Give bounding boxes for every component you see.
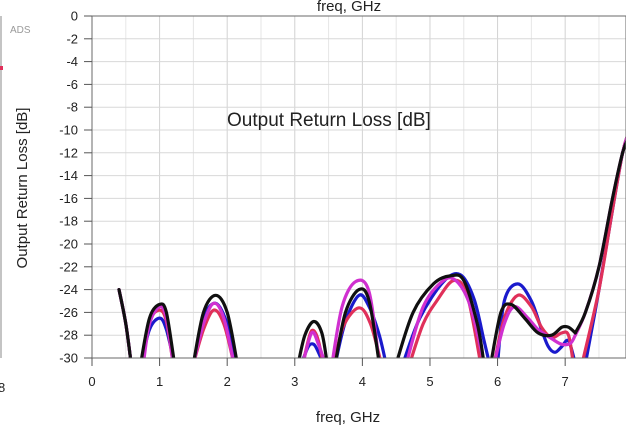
y-tick-label: -14 [59, 168, 78, 183]
y-tick-label: -8 [66, 100, 78, 115]
y-tick-label: -4 [66, 54, 78, 69]
y-tick-label: -16 [59, 191, 78, 206]
tick-labels: 0 -2 -4 -6 -8 -10 -12 -14 -16 -18 -20 -22 -24 -26 -28 -… [59, 9, 569, 390]
series-line-4 [192, 293, 238, 358]
x-tick-label: 5 [426, 374, 433, 389]
y-tick-label: -6 [66, 77, 78, 92]
left-panel-marker [0, 66, 3, 70]
x-tick-label: 2 [224, 374, 231, 389]
y-tick-label: -20 [59, 237, 78, 252]
y-tick-label: -22 [59, 259, 78, 274]
x-tick-label: 4 [359, 374, 366, 389]
x-tick-label: 6 [494, 374, 501, 389]
x-tick-label: 7 [562, 374, 569, 389]
series-line-4 [490, 302, 577, 358]
series-line-4 [140, 302, 176, 358]
y-tick-label: -30 [59, 351, 78, 366]
x-tick-label: 3 [291, 374, 298, 389]
series-line-1 [496, 282, 576, 358]
y-axis-title: Output Return Loss [dB] [14, 108, 31, 269]
y-tick-label: -10 [59, 123, 78, 138]
left-partial-tick-label: 8 [0, 380, 5, 395]
y-tick-label: -26 [59, 305, 78, 320]
y-tick-label: -18 [59, 214, 78, 229]
chart-title: Output Return Loss [dB] [227, 110, 431, 131]
ads-watermark: ADS [10, 25, 31, 36]
series-line-4 [117, 288, 133, 358]
y-tick-label: -12 [59, 145, 78, 160]
x-tick-label: 1 [156, 374, 163, 389]
series-line-4 [573, 139, 626, 335]
x-axis-title: freq, GHz [316, 409, 380, 426]
series-line-2 [493, 293, 575, 358]
y-tick-label: -28 [59, 328, 78, 343]
series-line-4 [297, 319, 328, 358]
plot-frame [91, 15, 626, 359]
series-group [117, 134, 626, 358]
series-line-4 [396, 273, 485, 358]
top-x-axis-title: freq, GHz [317, 0, 381, 15]
series-line-3 [406, 276, 485, 358]
y-tick-label: -2 [66, 31, 78, 46]
series-line-4 [334, 287, 381, 358]
series-line-3 [193, 301, 235, 358]
series-line-3 [493, 305, 577, 358]
x-tick-label: 0 [88, 374, 95, 389]
y-tick-label: 0 [71, 9, 78, 24]
series-line-3 [302, 330, 326, 358]
y-tick-label: -24 [59, 282, 78, 297]
